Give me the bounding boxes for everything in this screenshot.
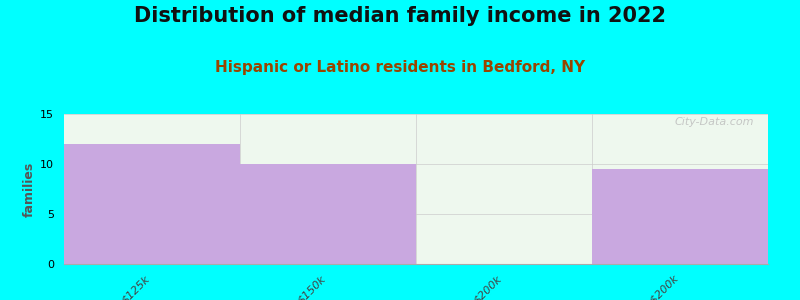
Text: Distribution of median family income in 2022: Distribution of median family income in … xyxy=(134,6,666,26)
Bar xyxy=(592,169,768,264)
Y-axis label: families: families xyxy=(23,161,36,217)
Text: Hispanic or Latino residents in Bedford, NY: Hispanic or Latino residents in Bedford,… xyxy=(215,60,585,75)
Bar xyxy=(240,164,416,264)
Text: City-Data.com: City-Data.com xyxy=(674,117,754,127)
Bar xyxy=(64,144,240,264)
